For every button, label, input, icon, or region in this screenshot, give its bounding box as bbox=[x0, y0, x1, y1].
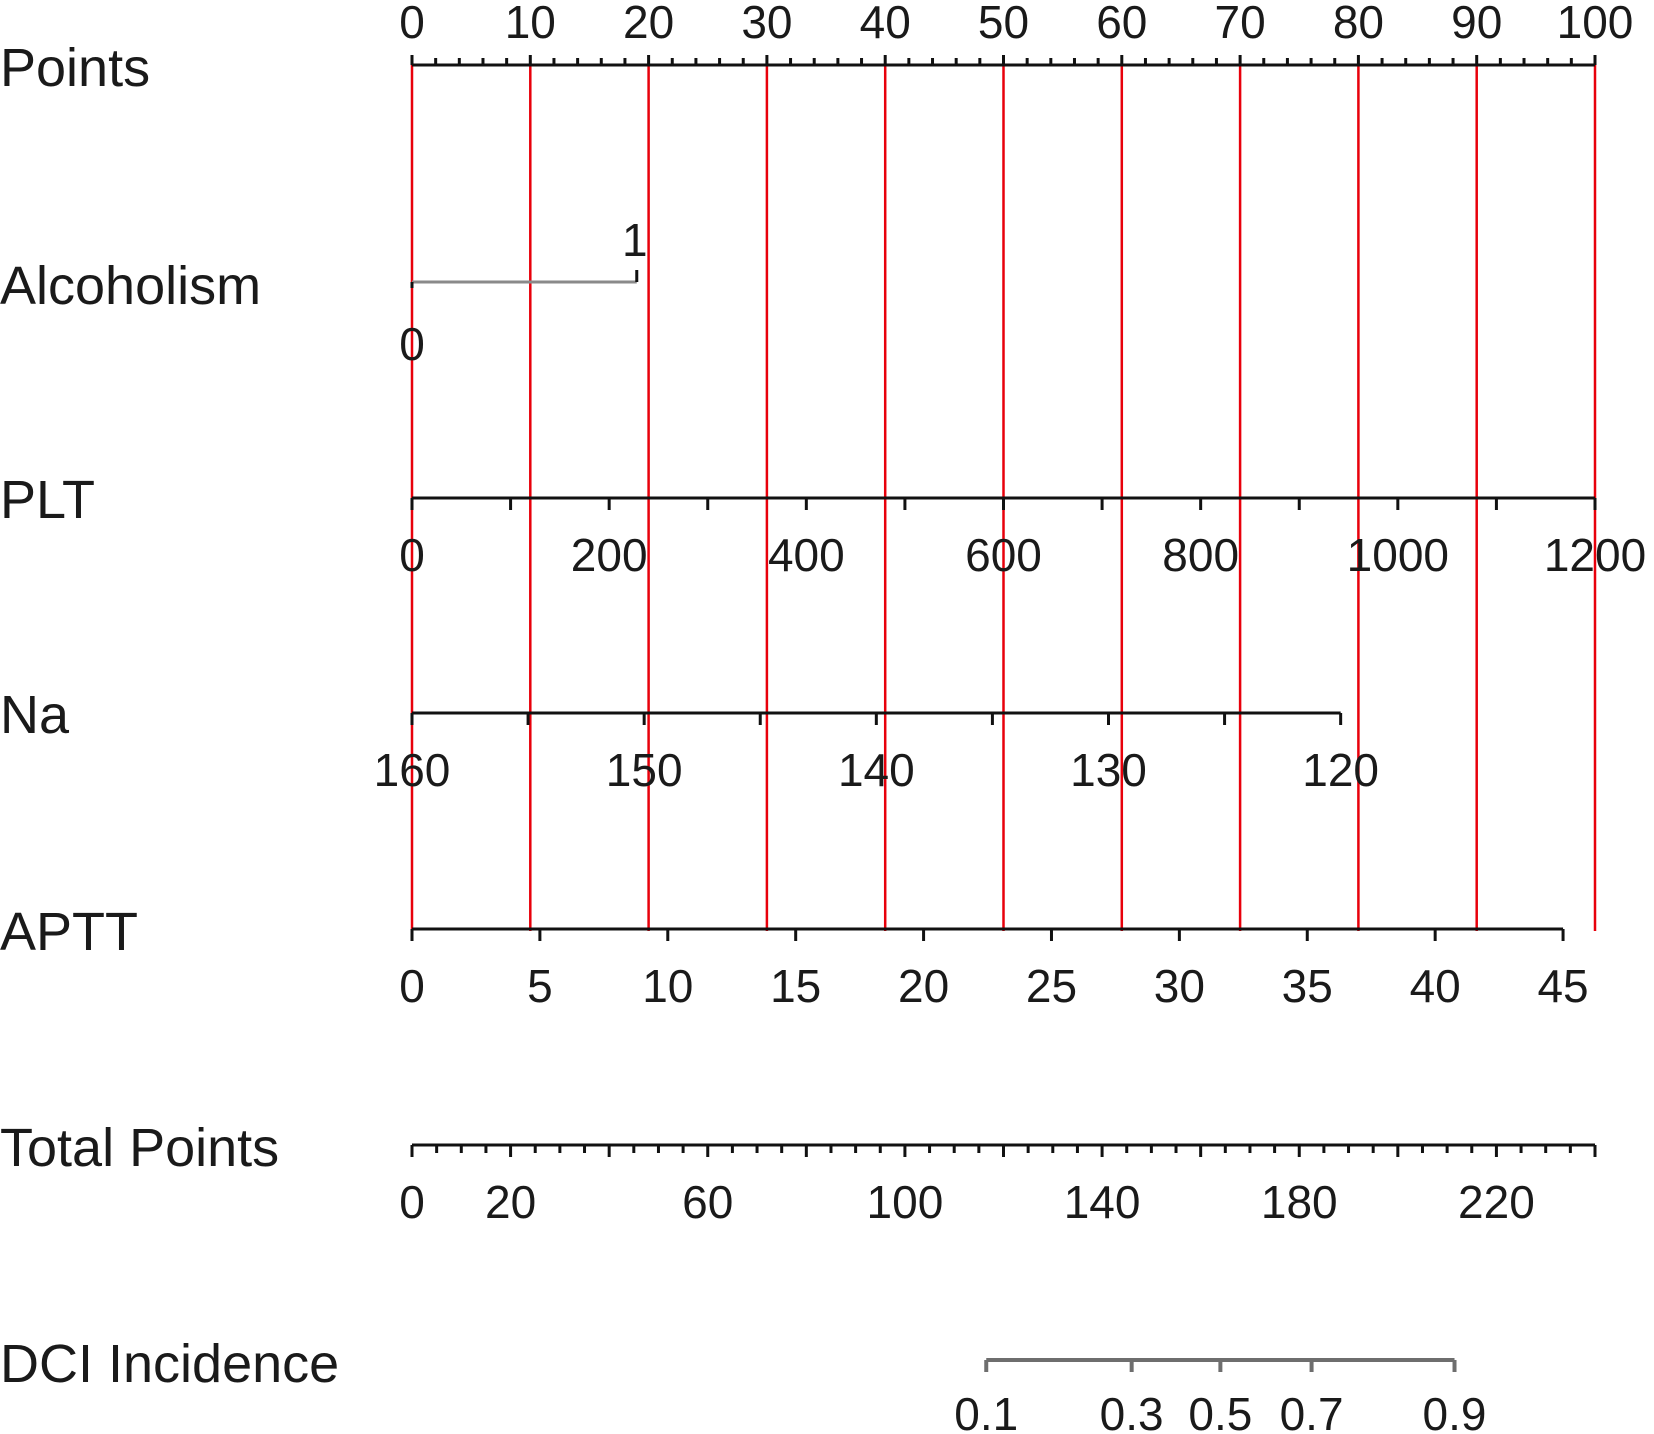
row-label-plt: PLT bbox=[0, 470, 95, 530]
aptt-tick-label: 25 bbox=[1026, 960, 1077, 1012]
total-points-tick-label: 180 bbox=[1261, 1176, 1338, 1228]
total-points-tick-label: 0 bbox=[399, 1176, 425, 1228]
total-points-tick-label: 220 bbox=[1458, 1176, 1535, 1228]
aptt-tick-label: 45 bbox=[1537, 960, 1588, 1012]
aptt-tick-label: 10 bbox=[642, 960, 693, 1012]
dci-tick-label: 0.9 bbox=[1423, 1388, 1487, 1434]
total-points-tick-label: 100 bbox=[867, 1176, 944, 1228]
na-tick-label: 150 bbox=[606, 744, 683, 796]
aptt-tick-label: 30 bbox=[1154, 960, 1205, 1012]
points-tick-label: 0 bbox=[399, 0, 425, 48]
dci-tick-label: 0.5 bbox=[1188, 1388, 1252, 1434]
total-points-tick-label: 60 bbox=[682, 1176, 733, 1228]
points-tick-label: 20 bbox=[623, 0, 674, 48]
aptt-tick-label: 20 bbox=[898, 960, 949, 1012]
aptt-tick-label: 5 bbox=[527, 960, 553, 1012]
row-label-alcoholism: Alcoholism bbox=[0, 256, 261, 316]
points-tick-label: 30 bbox=[741, 0, 792, 48]
row-label-na: Na bbox=[0, 685, 70, 745]
points-tick-label: 90 bbox=[1451, 0, 1502, 48]
aptt-tick-label: 35 bbox=[1282, 960, 1333, 1012]
plt-tick-label: 0 bbox=[399, 529, 425, 581]
dci-tick-label: 0.1 bbox=[954, 1388, 1018, 1434]
plt-tick-label: 1200 bbox=[1544, 529, 1646, 581]
aptt-tick-label: 0 bbox=[399, 960, 425, 1012]
plt-tick-label: 800 bbox=[1162, 529, 1239, 581]
aptt-tick-label: 15 bbox=[770, 960, 821, 1012]
points-tick-label: 50 bbox=[978, 0, 1029, 48]
plt-tick-label: 1000 bbox=[1347, 529, 1449, 581]
plt-tick-label: 400 bbox=[768, 529, 845, 581]
total-points-tick-label: 20 bbox=[485, 1176, 536, 1228]
na-tick-label: 130 bbox=[1070, 744, 1147, 796]
aptt-tick-label: 40 bbox=[1410, 960, 1461, 1012]
row-label-dci: DCI Incidence bbox=[0, 1334, 339, 1394]
na-tick-label: 160 bbox=[374, 744, 451, 796]
total-points-tick-label: 140 bbox=[1064, 1176, 1141, 1228]
na-tick-label: 140 bbox=[838, 744, 915, 796]
plt-tick-label: 600 bbox=[965, 529, 1042, 581]
row-label-total_points: Total Points bbox=[0, 1118, 279, 1178]
points-tick-label: 10 bbox=[505, 0, 556, 48]
points-tick-label: 70 bbox=[1215, 0, 1266, 48]
alcoholism-level-label: 1 bbox=[622, 214, 648, 266]
points-tick-label: 80 bbox=[1333, 0, 1384, 48]
dci-tick-label: 0.3 bbox=[1100, 1388, 1164, 1434]
points-tick-label: 60 bbox=[1096, 0, 1147, 48]
plt-tick-label: 200 bbox=[571, 529, 648, 581]
points-tick-label: 40 bbox=[860, 0, 911, 48]
row-label-points: Points bbox=[0, 38, 150, 98]
na-tick-label: 120 bbox=[1302, 744, 1379, 796]
alcoholism-level-label: 0 bbox=[399, 318, 425, 370]
row-label-aptt: APTT bbox=[0, 902, 138, 962]
points-tick-label: 100 bbox=[1557, 0, 1634, 48]
dci-tick-label: 0.7 bbox=[1280, 1388, 1344, 1434]
